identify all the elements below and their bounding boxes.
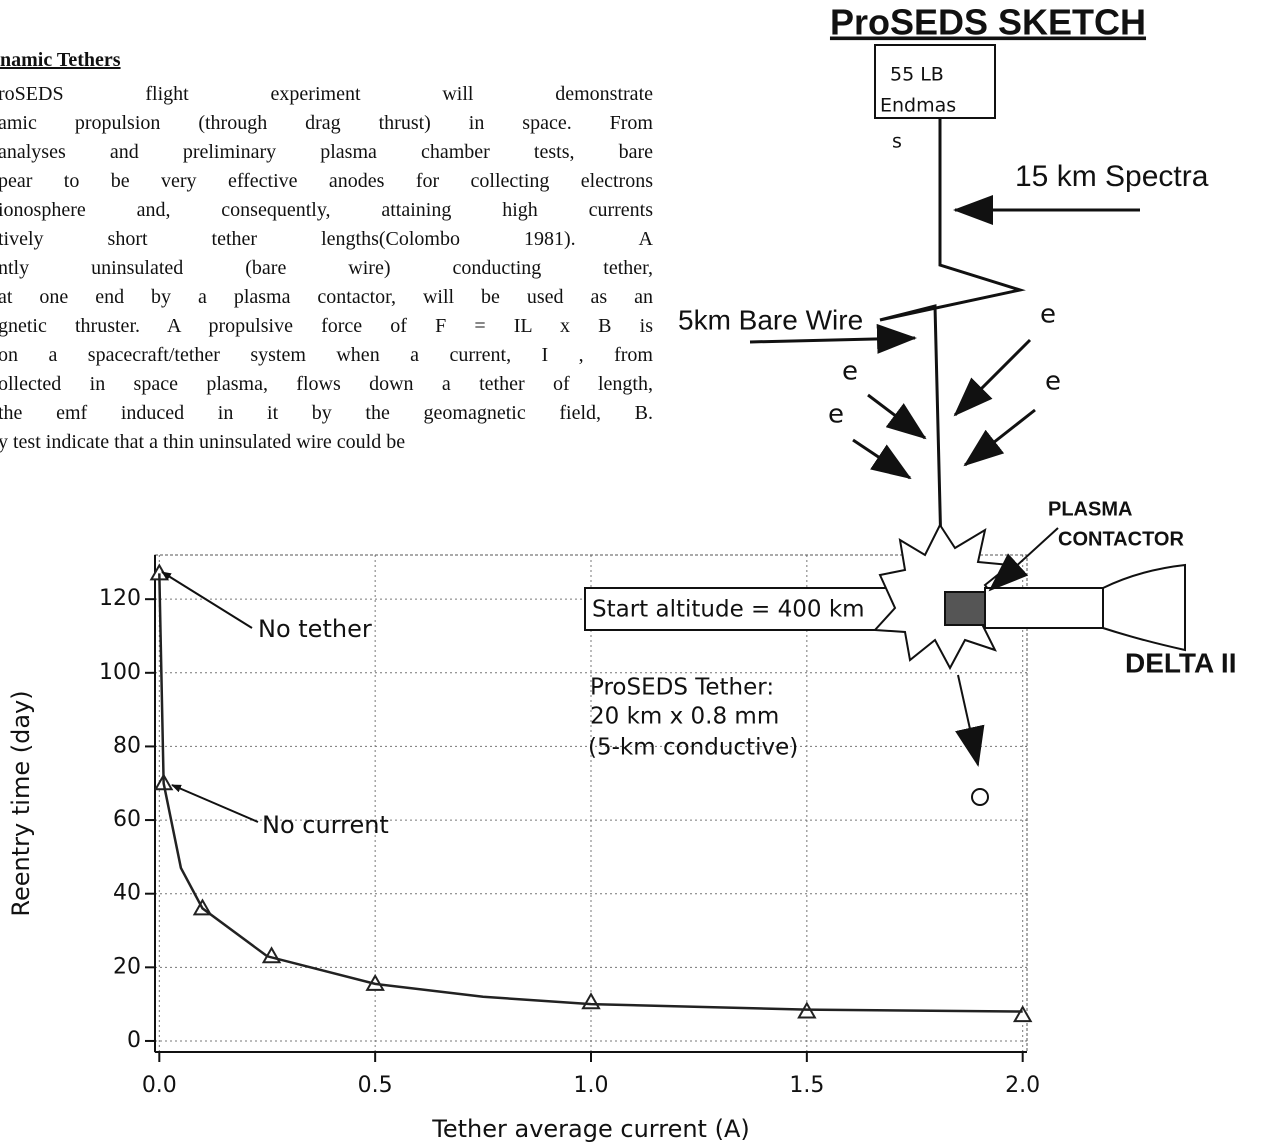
text-line: roSEDS flight experiment will demonstrat… bbox=[0, 80, 653, 109]
y-axis-title: Reentry time (day) bbox=[7, 690, 35, 916]
contactor-label: PLASMA bbox=[1048, 498, 1132, 520]
annotation-arrow bbox=[172, 785, 258, 822]
annotation: Start altitude = 400 km bbox=[592, 597, 865, 623]
x-tick-label: 1.5 bbox=[789, 1073, 824, 1098]
arrow bbox=[750, 338, 915, 342]
spectra-label: 15 km Spectra bbox=[1015, 160, 1209, 193]
x-tick-label: 0.5 bbox=[358, 1073, 393, 1098]
text-line: y test indicate that a thin uninsulated … bbox=[0, 428, 653, 457]
rocket-body bbox=[985, 588, 1103, 628]
data-point bbox=[1015, 1007, 1031, 1021]
y-tick-label: 100 bbox=[99, 660, 141, 685]
data-point bbox=[583, 994, 599, 1008]
annotation: No tether bbox=[258, 615, 372, 643]
y-tick-label: 20 bbox=[113, 954, 141, 979]
text-line: on a spacecraft/tether system when a cur… bbox=[0, 341, 653, 370]
contactor-label: CONTACTOR bbox=[1058, 528, 1184, 550]
endmass-label: s bbox=[892, 131, 902, 153]
text-line: at one end by a plasma contactor, will b… bbox=[0, 283, 653, 312]
x-tick-label: 2.0 bbox=[1005, 1073, 1040, 1098]
y-tick-label: 80 bbox=[113, 733, 141, 758]
electron-label: e bbox=[1040, 300, 1056, 330]
electron-label: e bbox=[828, 400, 844, 430]
heading: namic Tethers bbox=[0, 40, 653, 80]
rocket-nozzle bbox=[1103, 565, 1185, 650]
plasma-contactor bbox=[945, 592, 985, 625]
text-line: ntly uninsulated (bare wire) conducting … bbox=[0, 254, 653, 283]
annotation: No current bbox=[262, 811, 389, 839]
text-block: namic Tethers roSEDS flight experiment w… bbox=[0, 40, 653, 457]
annotation: ProSEDS Tether: bbox=[590, 675, 774, 701]
x-tick-label: 1.0 bbox=[574, 1073, 609, 1098]
endmass-label: Endmas bbox=[880, 95, 956, 117]
arrow bbox=[955, 340, 1030, 415]
text-line: analyses and preliminary plasma chamber … bbox=[0, 138, 653, 167]
electron bbox=[972, 789, 988, 805]
arrow bbox=[853, 440, 910, 478]
text-line: amic propulsion (through drag thrust) in… bbox=[0, 109, 653, 138]
electron-label: e bbox=[1045, 367, 1061, 397]
vehicle-label: DELTA II bbox=[1125, 647, 1236, 678]
y-tick-label: 40 bbox=[113, 881, 141, 906]
annotation: 20 km x 0.8 mm bbox=[590, 704, 779, 730]
y-tick-label: 0 bbox=[127, 1028, 141, 1053]
bare-wire-label: 5km Bare Wire bbox=[678, 304, 863, 335]
text-line: gnetic thruster. A propulsive force of F… bbox=[0, 312, 653, 341]
text-line: pear to be very effective anodes for col… bbox=[0, 167, 653, 196]
arrow bbox=[990, 528, 1058, 590]
page: 0.0 0.5 1.0 1.5 2.0 0 20 40 60 80 100 120 Tether ave… bbox=[0, 0, 1281, 1148]
y-tick-label: 60 bbox=[113, 807, 141, 832]
text-line: ionosphere and, consequently, attaining … bbox=[0, 196, 653, 225]
chart: 0.0 0.5 1.0 1.5 2.0 0 20 40 60 80 100 120 Tether ave… bbox=[7, 555, 1040, 1143]
tether bbox=[880, 118, 1020, 590]
x-axis-title: Tether average current (A) bbox=[431, 1115, 749, 1143]
arrow bbox=[958, 675, 978, 765]
x-tick-label: 0.0 bbox=[142, 1073, 177, 1098]
text-line: ollected in space plasma, flows down a t… bbox=[0, 370, 653, 399]
sketch-title: ProSEDS SKETCH bbox=[830, 2, 1146, 43]
electron-label: e bbox=[842, 357, 858, 387]
text-line: the emf induced in it by the geomagnetic… bbox=[0, 399, 653, 428]
y-tick-label: 120 bbox=[99, 586, 141, 611]
endmass-label: 55 LB bbox=[890, 64, 944, 86]
annotation-arrow bbox=[162, 572, 252, 628]
arrow bbox=[965, 410, 1035, 465]
text-line: tively short tether lengths(Colombo 1981… bbox=[0, 225, 653, 254]
arrow bbox=[868, 395, 925, 438]
annotation: (5-km conductive) bbox=[588, 735, 798, 761]
